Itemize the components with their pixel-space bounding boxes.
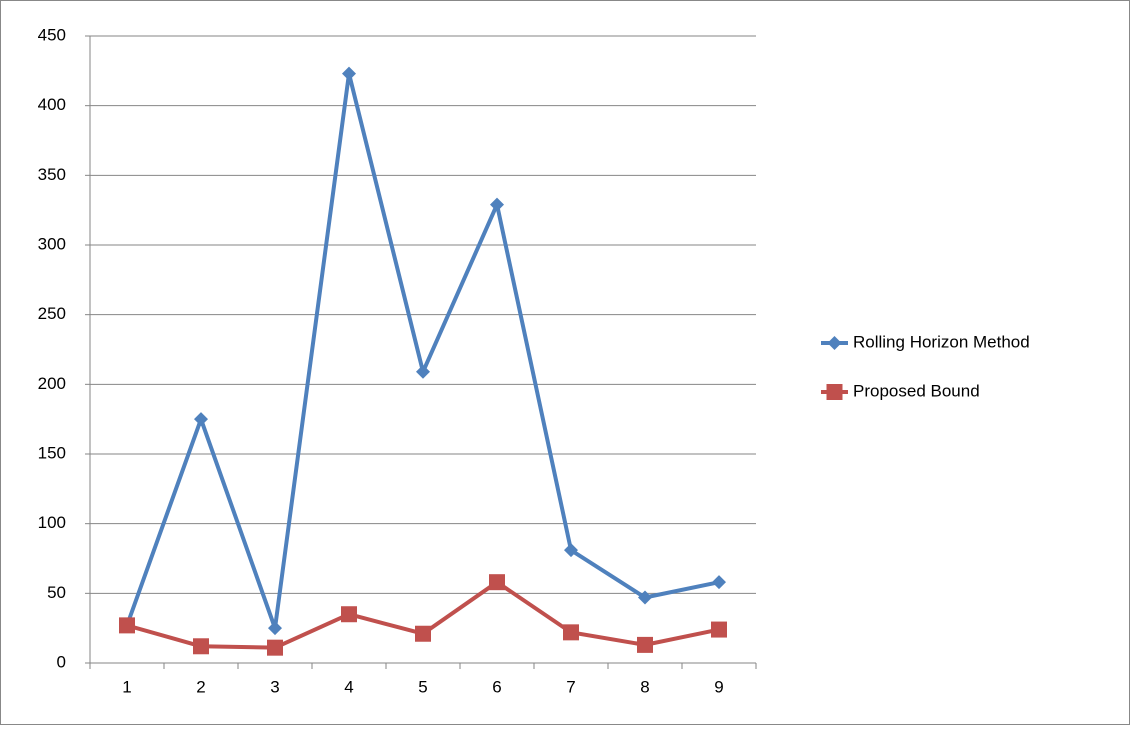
x-tick-label: 7 <box>566 677 575 696</box>
x-tick-label: 2 <box>196 677 205 696</box>
x-tick-label: 6 <box>492 677 501 696</box>
y-tick-label: 400 <box>38 95 66 114</box>
data-point <box>489 574 505 591</box>
x-tick-label: 3 <box>270 677 279 696</box>
x-tick-label: 5 <box>418 677 427 696</box>
data-point <box>267 639 283 656</box>
data-point <box>415 625 431 642</box>
data-point <box>416 364 430 379</box>
y-tick-label: 300 <box>38 234 66 253</box>
y-tick-label: 0 <box>57 652 66 671</box>
data-point <box>711 621 727 638</box>
data-point <box>268 621 282 636</box>
x-tick-label: 4 <box>344 677 353 696</box>
data-point <box>490 197 504 212</box>
y-tick-label: 200 <box>38 374 66 393</box>
data-point <box>342 66 356 81</box>
y-tick-label: 50 <box>47 583 66 602</box>
legend-label: Rolling Horizon Method <box>853 332 1030 351</box>
data-point <box>638 590 652 605</box>
data-point <box>712 575 726 590</box>
data-point <box>563 624 579 641</box>
y-tick-label: 350 <box>38 165 66 184</box>
y-tick-label: 150 <box>38 443 66 462</box>
data-point <box>341 606 357 623</box>
legend-label: Proposed Bound <box>853 381 980 400</box>
y-tick-label: 250 <box>38 304 66 323</box>
data-point <box>564 543 578 558</box>
data-point <box>119 617 135 634</box>
x-tick-label: 1 <box>122 677 131 696</box>
data-point <box>194 412 208 427</box>
data-point <box>193 638 209 655</box>
legend-marker <box>827 336 842 350</box>
data-point <box>637 636 653 653</box>
y-tick-label: 450 <box>38 25 66 44</box>
y-tick-label: 100 <box>38 513 66 532</box>
x-tick-label: 8 <box>640 677 649 696</box>
x-tick-label: 9 <box>714 677 723 696</box>
legend-marker <box>826 384 843 400</box>
